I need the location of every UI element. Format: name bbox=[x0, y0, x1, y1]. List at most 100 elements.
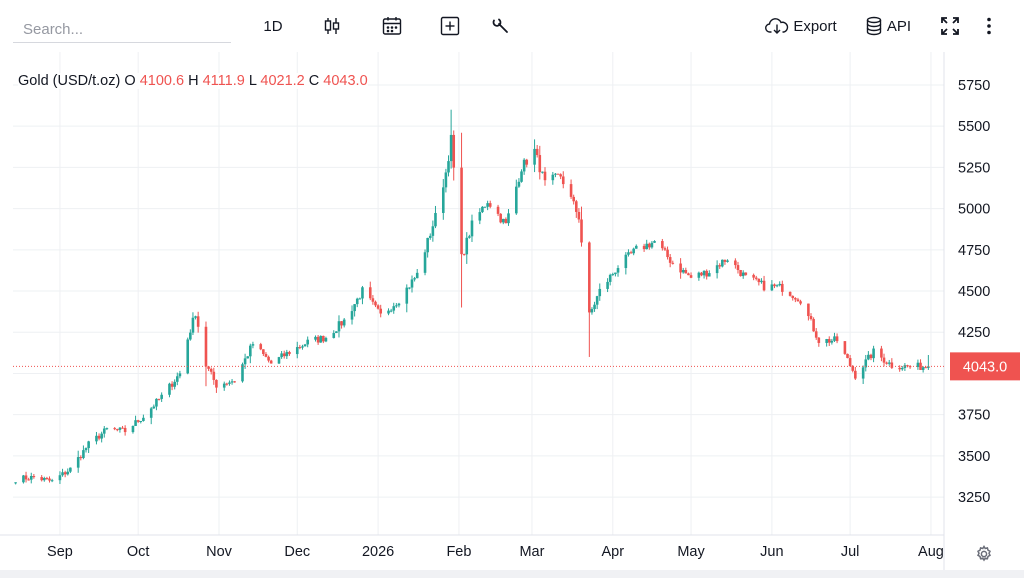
candle-body bbox=[204, 326, 208, 367]
cloud-download-icon bbox=[765, 16, 789, 36]
candle-body bbox=[387, 310, 390, 314]
candle-body bbox=[63, 472, 67, 475]
candle-body bbox=[794, 298, 797, 300]
candle-body bbox=[861, 367, 865, 379]
candle-body bbox=[483, 206, 487, 208]
candle-body bbox=[431, 226, 435, 236]
settings-button[interactable] bbox=[974, 544, 994, 564]
plus-square-icon bbox=[439, 15, 461, 37]
candle-body bbox=[533, 148, 536, 165]
candle-body bbox=[434, 212, 437, 227]
api-button[interactable]: API bbox=[862, 12, 914, 40]
candle-body bbox=[69, 467, 72, 472]
candle-body bbox=[319, 335, 323, 343]
candle-body bbox=[919, 362, 922, 370]
candle-body bbox=[447, 161, 450, 173]
candle-body bbox=[650, 242, 654, 248]
candle-body bbox=[593, 304, 596, 310]
candle-body bbox=[741, 272, 745, 277]
candle-body bbox=[322, 335, 325, 342]
candle-body bbox=[882, 357, 886, 363]
add-indicator-button[interactable] bbox=[436, 12, 464, 40]
candle-body bbox=[580, 219, 583, 243]
candle-body bbox=[835, 336, 839, 342]
candle-body bbox=[215, 379, 218, 388]
candle-body bbox=[397, 303, 401, 306]
search-input[interactable] bbox=[13, 16, 231, 43]
candle-body bbox=[723, 259, 727, 262]
bottom-strip bbox=[0, 570, 1024, 578]
gear-icon bbox=[974, 545, 994, 568]
candle-body bbox=[721, 259, 724, 267]
candle-body bbox=[478, 212, 482, 221]
chart-type-button[interactable] bbox=[318, 12, 346, 40]
fullscreen-button[interactable] bbox=[936, 12, 964, 40]
candle-body bbox=[269, 360, 273, 364]
candle-body bbox=[799, 301, 802, 304]
x-tick-label: Aug bbox=[918, 544, 944, 560]
candle-body bbox=[134, 420, 137, 426]
candle-body bbox=[736, 265, 740, 271]
candle-body bbox=[379, 308, 383, 314]
candle-body bbox=[715, 265, 719, 274]
candle-body bbox=[355, 298, 359, 305]
last-price-label: 4043.0 bbox=[963, 359, 1007, 375]
candle-body bbox=[342, 319, 346, 326]
candle-body bbox=[142, 417, 145, 421]
candle-body bbox=[666, 249, 669, 258]
y-tick-label: 4250 bbox=[958, 325, 990, 341]
candle-body bbox=[890, 362, 894, 368]
candle-body bbox=[543, 171, 547, 181]
candle-body bbox=[481, 206, 484, 213]
candle-body bbox=[155, 398, 158, 407]
candle-body bbox=[282, 353, 286, 357]
drawing-tools-button[interactable] bbox=[487, 12, 515, 40]
candle-body bbox=[441, 187, 445, 213]
candle-body bbox=[851, 366, 855, 371]
candle-body bbox=[653, 241, 656, 243]
candle-body bbox=[27, 479, 30, 481]
candle-body bbox=[608, 274, 612, 282]
candlestick-icon bbox=[322, 16, 342, 36]
candle-body bbox=[825, 339, 828, 343]
candle-body bbox=[538, 155, 542, 173]
symbol-label: Gold (USD/t.oz) bbox=[18, 73, 121, 89]
chart-area[interactable]: 3250 3500 3750 4250 4500 4750 5000 5250 5500 5750… bbox=[0, 52, 1024, 578]
candle-body bbox=[684, 269, 688, 274]
candle-body bbox=[241, 364, 244, 382]
interval-button[interactable]: 1D bbox=[258, 12, 288, 40]
candle-body bbox=[663, 248, 667, 250]
candle-body bbox=[376, 305, 380, 309]
candle-body bbox=[507, 213, 510, 224]
x-tick-label: Sep bbox=[47, 544, 73, 560]
candle-body bbox=[718, 265, 722, 267]
candle-body bbox=[679, 263, 682, 273]
price-chart[interactable]: 3250 3500 3750 4250 4500 4750 5000 5250 5500 5750… bbox=[0, 52, 1024, 578]
candle-body bbox=[809, 316, 813, 320]
candle-body bbox=[744, 272, 748, 275]
candle-body bbox=[306, 339, 309, 345]
date-range-button[interactable] bbox=[378, 12, 406, 40]
candle-body bbox=[243, 358, 247, 365]
export-button[interactable]: Export bbox=[760, 12, 842, 40]
candle-body bbox=[807, 303, 810, 317]
more-button[interactable] bbox=[978, 12, 1000, 40]
candle-body bbox=[189, 332, 192, 340]
candle-body bbox=[76, 457, 80, 468]
candle-body bbox=[353, 304, 356, 312]
candle-body bbox=[42, 477, 46, 481]
candle-body bbox=[762, 280, 766, 291]
candle-body bbox=[559, 174, 562, 177]
candle-body bbox=[817, 337, 821, 343]
candle-body bbox=[775, 285, 779, 287]
candle-body bbox=[196, 316, 200, 327]
candle-body bbox=[246, 356, 250, 359]
open-value: 4100.6 bbox=[139, 73, 185, 89]
candle-body bbox=[867, 354, 870, 360]
candle-body bbox=[392, 306, 396, 311]
candle-body bbox=[515, 186, 518, 214]
x-tick-label: Nov bbox=[206, 544, 233, 560]
candle-body bbox=[887, 362, 891, 364]
candle-body bbox=[113, 428, 117, 430]
candle-body bbox=[358, 298, 362, 300]
